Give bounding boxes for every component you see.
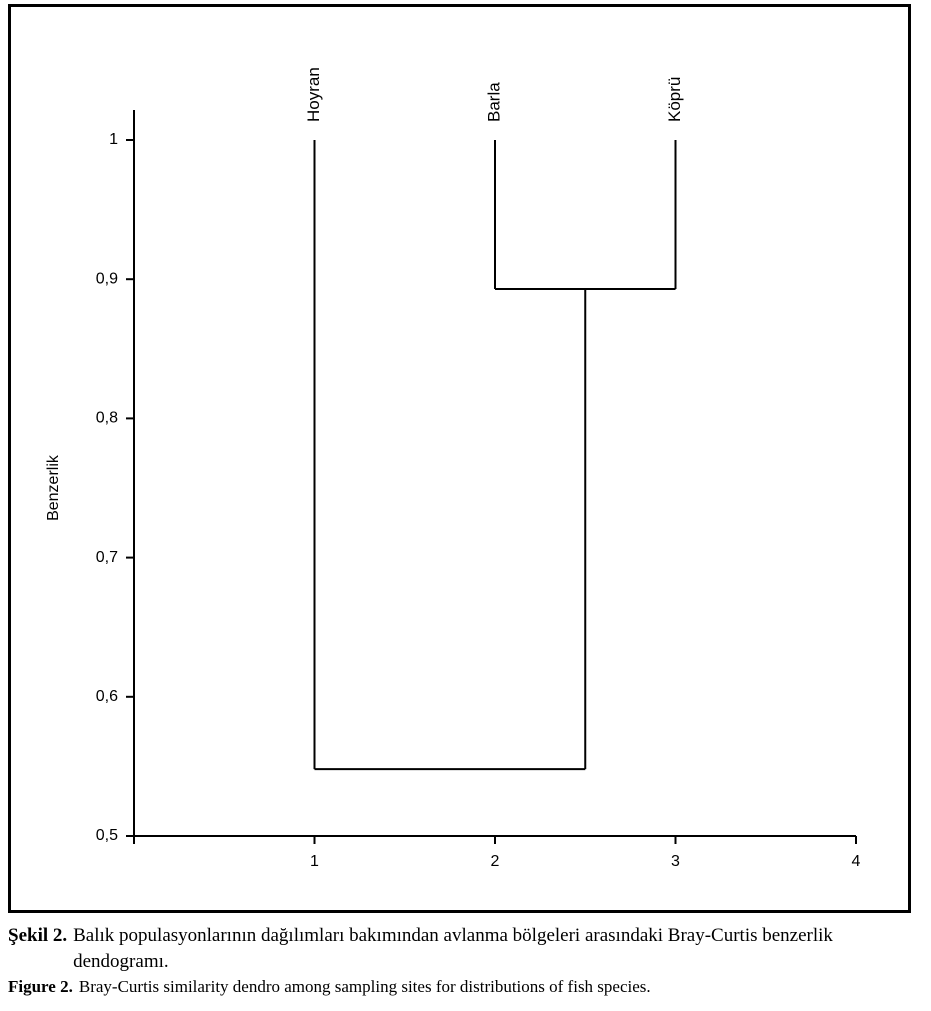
svg-text:0,5: 0,5 — [96, 827, 118, 844]
figure-captions: Şekil 2. Balık populasyonlarının dağılım… — [0, 921, 931, 1011]
caption-tr-label: Şekil 2. — [8, 923, 67, 949]
svg-text:4: 4 — [852, 853, 861, 870]
svg-text:0,6: 0,6 — [96, 688, 118, 705]
svg-text:1: 1 — [109, 131, 118, 148]
caption-en-text: Bray-Curtis similarity dendro among samp… — [79, 976, 923, 999]
dendrogram-svg: 0,5 0,6 0,7 0,8 0,9 1 Benzerlik 1 2 3 4 Hoyran Barla… — [8, 4, 911, 913]
caption-en-label: Figure 2. — [8, 976, 73, 999]
dendrogram-chart: 0,5 0,6 0,7 0,8 0,9 1 Benzerlik 1 2 3 4 Hoyran Barla… — [8, 4, 911, 913]
svg-text:Hoyran: Hoyran — [304, 67, 323, 122]
svg-text:1: 1 — [310, 853, 319, 870]
svg-text:0,8: 0,8 — [96, 410, 118, 427]
svg-text:0,9: 0,9 — [96, 270, 118, 287]
svg-text:0,7: 0,7 — [96, 549, 118, 566]
svg-text:Benzerlik: Benzerlik — [45, 454, 62, 521]
caption-english: Figure 2. Bray-Curtis similarity dendro … — [8, 976, 923, 999]
svg-text:2: 2 — [491, 853, 500, 870]
svg-text:Köprü: Köprü — [665, 77, 684, 122]
caption-tr-text: Balık populasyonlarının dağılımları bakı… — [73, 923, 923, 974]
caption-turkish: Şekil 2. Balık populasyonlarının dağılım… — [8, 923, 923, 974]
svg-text:3: 3 — [671, 853, 680, 870]
svg-text:Barla: Barla — [484, 82, 503, 122]
